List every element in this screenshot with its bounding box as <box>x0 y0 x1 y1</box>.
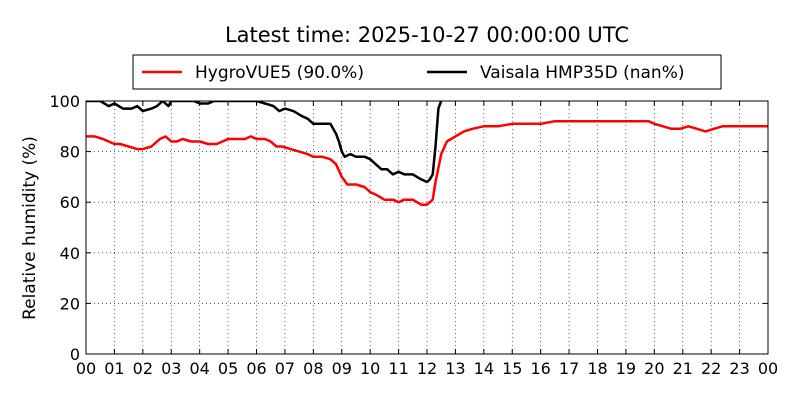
y-tick-label: 20 <box>60 294 80 313</box>
x-tick-label: 12 <box>417 359 437 378</box>
y-tick-label: 60 <box>60 193 80 212</box>
series-line-hygrovue5 <box>86 119 768 206</box>
y-tick-label: 80 <box>60 143 80 162</box>
x-tick-label: 05 <box>218 359 238 378</box>
x-tick-label: 08 <box>303 359 323 378</box>
y-tick-label: 0 <box>70 345 80 364</box>
x-tick-labels: 00 01 02 03 04 05 06 07 08 09 10 11 12 13 14 15 16 17 18 19… <box>76 359 778 378</box>
x-tick-label: 16 <box>530 359 550 378</box>
x-tick-label: 15 <box>502 359 522 378</box>
x-tick-label: 07 <box>275 359 295 378</box>
x-tick-label: 01 <box>104 359 124 378</box>
x-tick-label: 10 <box>360 359 380 378</box>
x-tick-label: 04 <box>189 359 209 378</box>
series-layer <box>86 101 768 206</box>
x-tick-label: 17 <box>559 359 579 378</box>
x-tick-label: 00 <box>76 359 96 378</box>
legend-label-hygrovue5: HygroVUE5 (90.0%) <box>195 63 364 83</box>
legend: HygroVUE5 (90.0%) Vaisala HMP35D (nan%) <box>132 54 722 90</box>
y-tick-labels: 0 20 40 60 80 100 <box>49 92 80 364</box>
x-tick-label: 02 <box>133 359 153 378</box>
x-tick-label: 18 <box>587 359 607 378</box>
y-tick-label: 100 <box>49 92 80 111</box>
plot-frame <box>85 100 769 355</box>
series-line-vaisala <box>86 101 443 184</box>
chart-title: Latest time: 2025-10-27 00:00:00 UTC <box>225 23 629 47</box>
x-tick-label: 14 <box>474 359 494 378</box>
legend-label-vaisala: Vaisala HMP35D (nan%) <box>480 63 684 83</box>
x-tick-label: 06 <box>246 359 266 378</box>
x-tick-label: 23 <box>729 359 749 378</box>
y-tick-label: 40 <box>60 244 80 263</box>
x-tick-label: 21 <box>673 359 693 378</box>
x-tick-label: 19 <box>616 359 636 378</box>
x-tick-label: 20 <box>644 359 664 378</box>
grid <box>86 101 768 354</box>
x-tick-label: 09 <box>332 359 352 378</box>
ticks <box>85 100 769 355</box>
x-tick-label: 00 <box>758 359 778 378</box>
x-tick-label: 11 <box>388 359 408 378</box>
x-tick-label: 03 <box>161 359 181 378</box>
y-axis-label: Relative humidity (%) <box>20 136 40 320</box>
x-tick-label: 22 <box>701 359 721 378</box>
x-tick-label: 13 <box>445 359 465 378</box>
